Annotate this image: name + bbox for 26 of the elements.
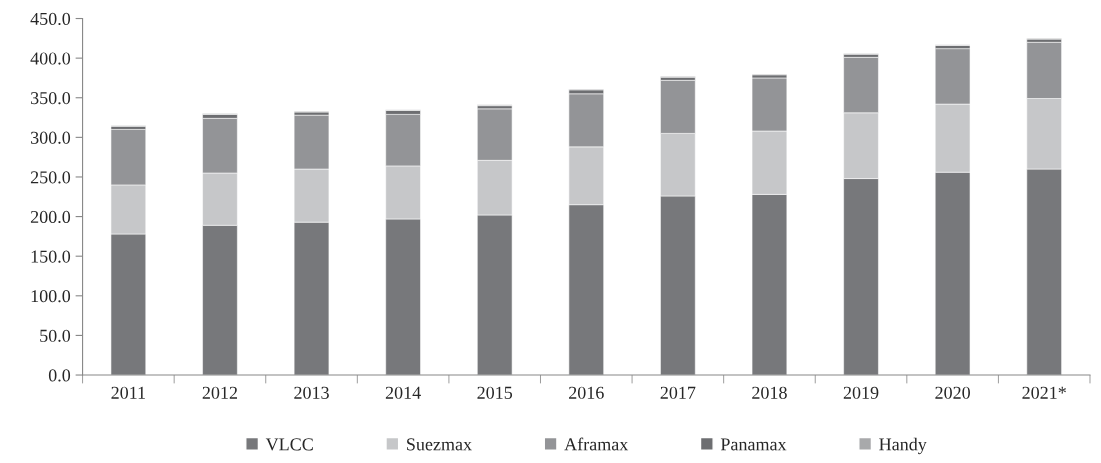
y-tick-label: 350.0 [31, 92, 71, 105]
y-tick-label: 400.0 [30, 52, 71, 65]
x-tick-label: 2018 [752, 386, 787, 399]
x-tick-label: 2013 [294, 386, 329, 399]
y-tick-label: 450.0 [30, 12, 71, 26]
x-tick-label: 2019 [843, 386, 879, 399]
legend-label: Handy [879, 437, 927, 455]
y-tick-label: 250.0 [30, 171, 71, 184]
y-tick-label: 0.0 [48, 369, 71, 382]
y-tick-label: 100.0 [31, 290, 71, 303]
legend-label: Aframax [564, 437, 629, 451]
y-tick-label: 300.0 [31, 131, 71, 144]
legend-label: VLCC [265, 438, 313, 451]
legend-label: Panamax [720, 438, 787, 451]
x-tick-label: 2014 [385, 386, 421, 399]
x-tick-label: 2017 [660, 386, 696, 399]
x-tick-label: 2021* [1022, 386, 1066, 399]
x-tick-label: 2012 [202, 386, 238, 399]
legend-label: Suezmax [407, 438, 472, 451]
x-tick-label: 2015 [477, 386, 513, 399]
y-tick-label: 50.0 [40, 329, 71, 342]
y-tick-label: 150.0 [31, 250, 71, 263]
y-tick-label: 200.0 [30, 210, 71, 224]
x-tick-label: 2016 [569, 386, 604, 399]
x-tick-label: 2011 [111, 386, 145, 399]
x-tick-label: 2020 [935, 386, 970, 399]
